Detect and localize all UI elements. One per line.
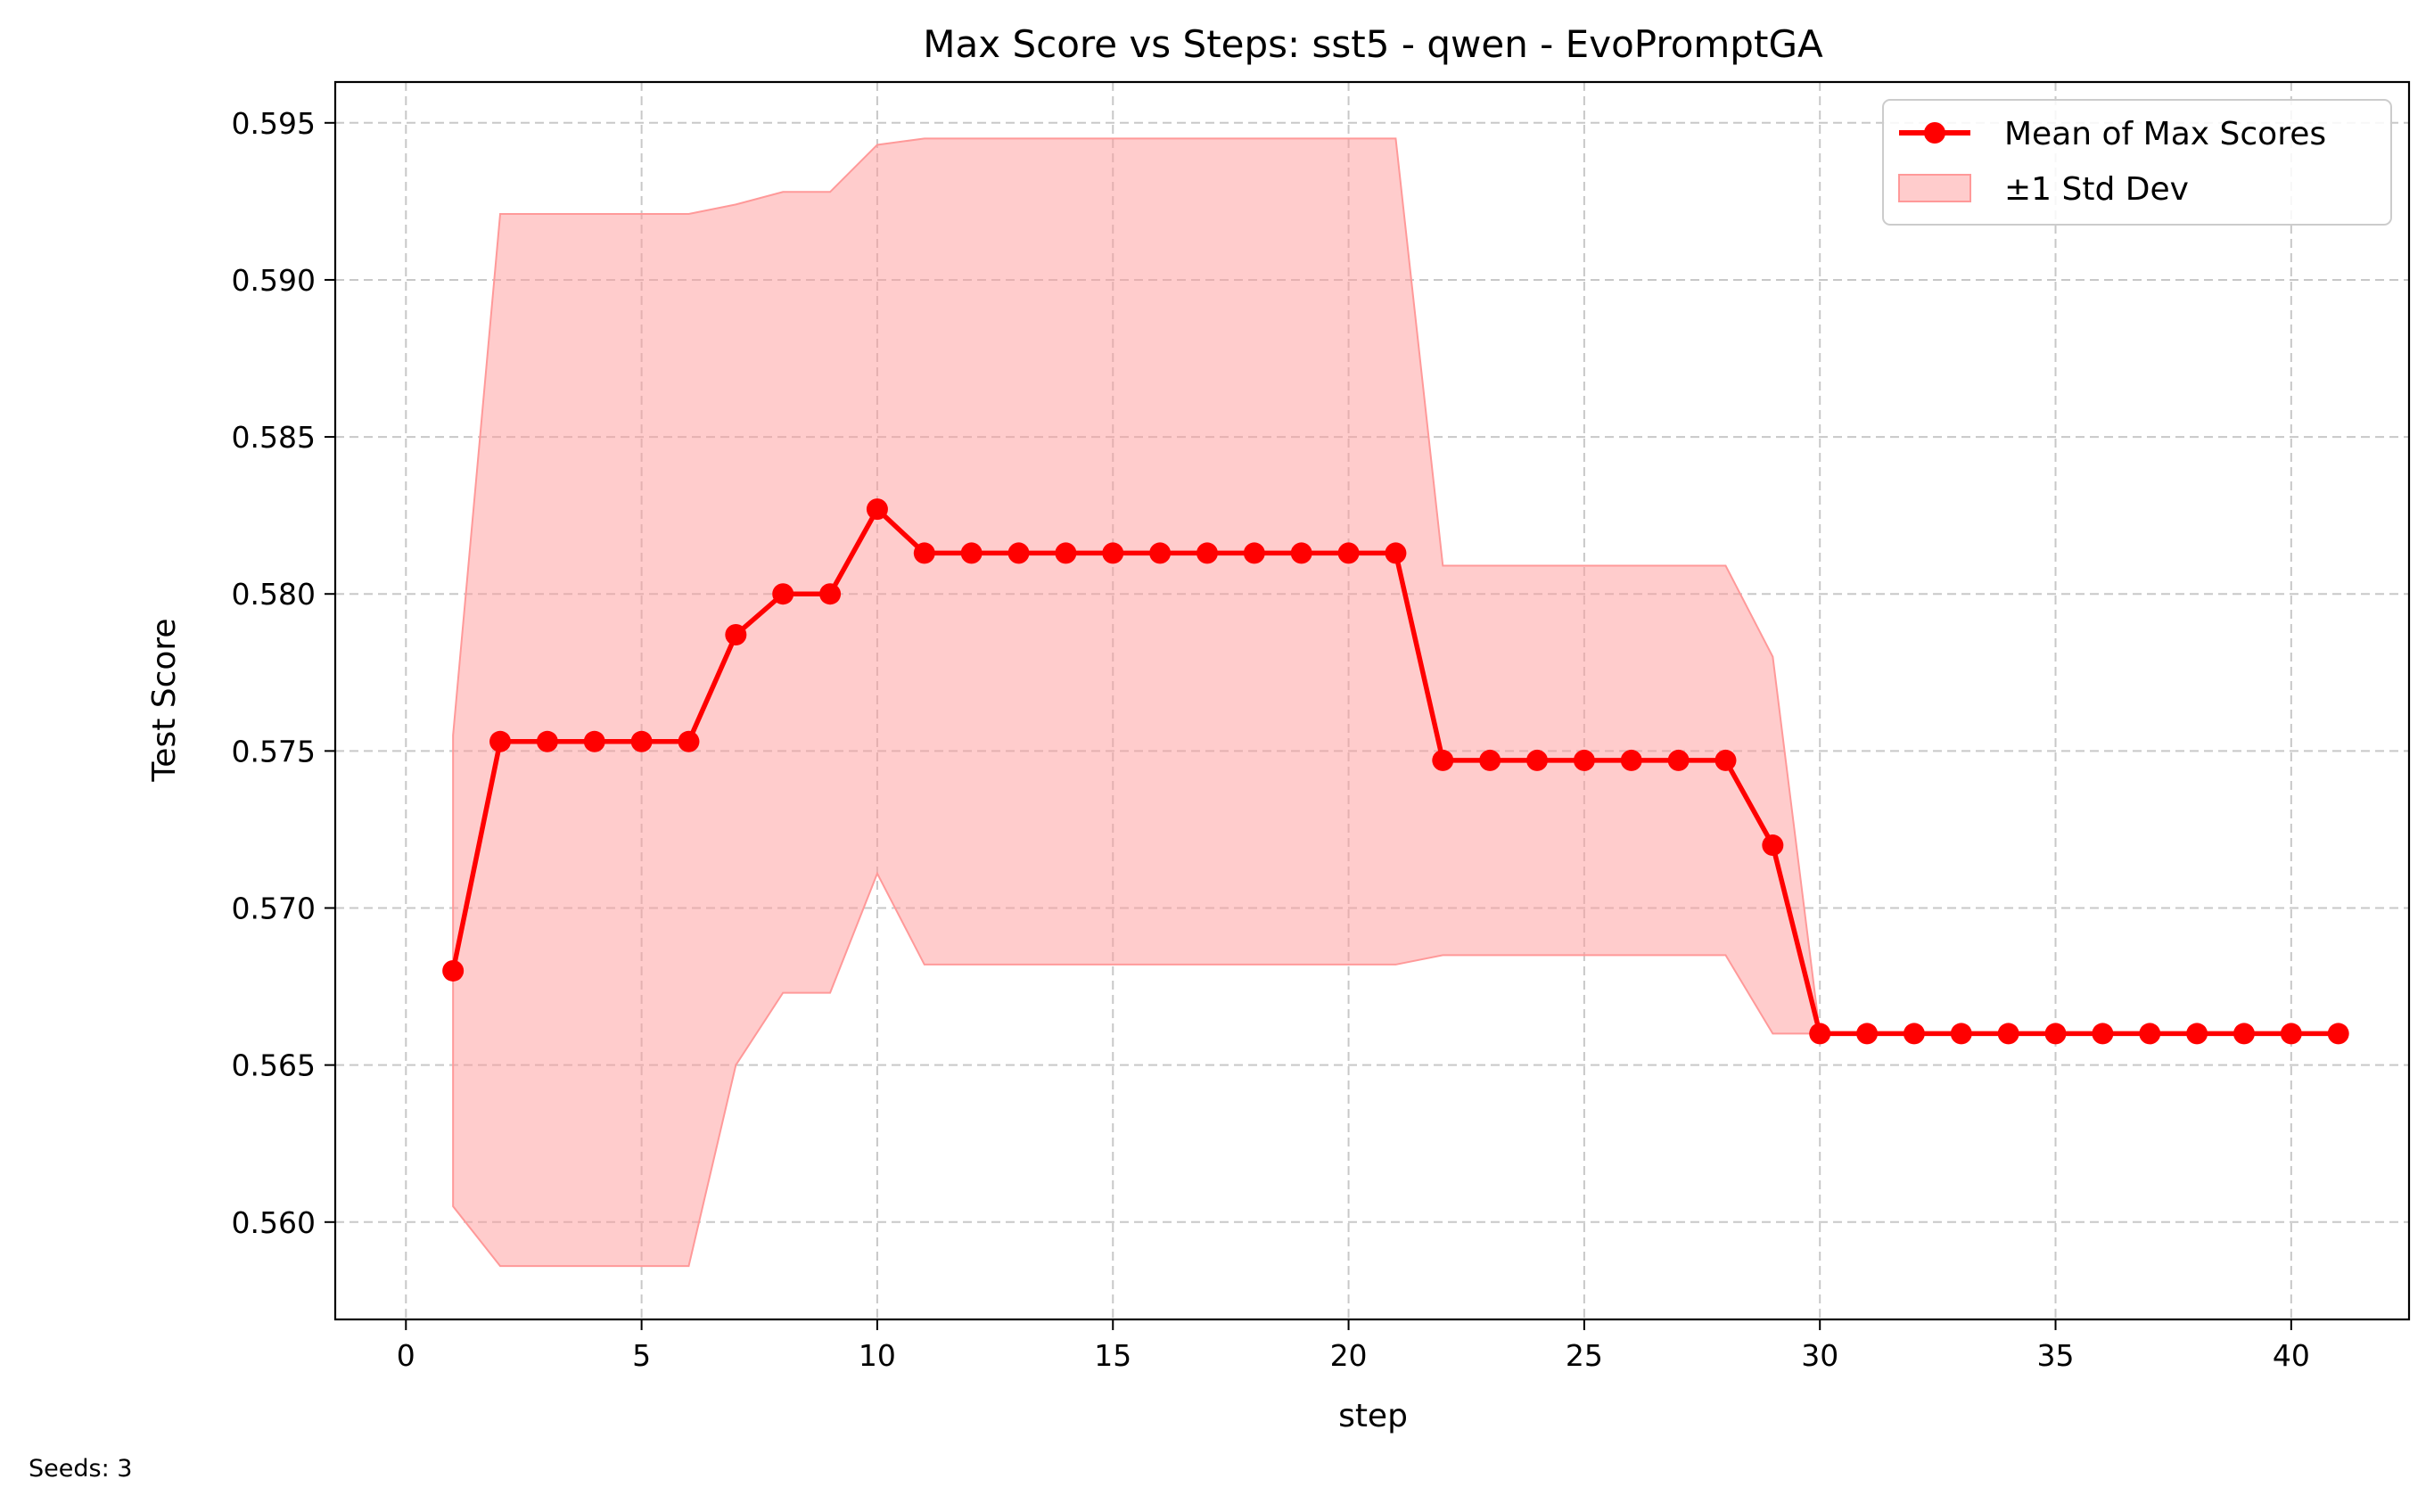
- y-axis-ticks: 0.560 0.565 0.570 0.575 0.580 0.585 0.590 0.595: [232, 106, 335, 1240]
- mean-data-point: [1856, 1023, 1879, 1045]
- mean-data-point: [1809, 1023, 1831, 1045]
- x-tick-label: 15: [1094, 1338, 1131, 1373]
- x-tick-label: 40: [2273, 1338, 2310, 1373]
- mean-data-point: [1385, 542, 1407, 564]
- y-tick-label: 0.595: [232, 106, 316, 141]
- mean-data-point: [1290, 542, 1312, 564]
- mean-data-point: [1337, 542, 1360, 564]
- x-axis-label: step: [1338, 1398, 1408, 1434]
- mean-data-point: [960, 542, 983, 564]
- mean-data-point: [725, 624, 747, 646]
- mean-data-point: [1149, 542, 1172, 564]
- mean-data-point: [1007, 542, 1030, 564]
- mean-data-point: [1620, 749, 1642, 771]
- mean-data-point: [1196, 542, 1218, 564]
- mean-data-point: [1997, 1023, 2019, 1045]
- x-tick-label: 25: [1566, 1338, 1603, 1373]
- mean-data-point: [2044, 1023, 2067, 1045]
- mean-data-point: [1055, 542, 1077, 564]
- x-tick-label: 30: [1801, 1338, 1838, 1373]
- legend: Mean of Max Scores ±1 Std Dev: [1882, 99, 2392, 226]
- chart-title: Max Score vs Steps: sst5 - qwen - EvoPro…: [923, 22, 1823, 66]
- legend-label-std: ±1 Std Dev: [2004, 171, 2189, 208]
- mean-data-point: [1903, 1023, 1925, 1045]
- mean-data-point: [866, 498, 888, 521]
- mean-data-point: [1762, 834, 1784, 857]
- mean-data-point: [2327, 1023, 2349, 1045]
- x-tick-label: 20: [1330, 1338, 1368, 1373]
- mean-data-point: [1526, 749, 1549, 771]
- mean-data-point: [2280, 1023, 2302, 1045]
- plot-frame: [333, 80, 2411, 1321]
- mean-data-point: [913, 542, 935, 564]
- x-tick-label: 5: [632, 1338, 651, 1373]
- mean-data-point: [489, 730, 512, 752]
- x-axis-ticks: 0 5 10 15 20 25 30 35 40: [397, 1319, 2310, 1373]
- mean-data-point: [2186, 1023, 2208, 1045]
- mean-data-point: [2139, 1023, 2161, 1045]
- mean-data-point: [442, 959, 465, 982]
- y-tick-label: 0.590: [232, 263, 316, 298]
- y-tick-label: 0.575: [232, 734, 316, 768]
- mean-data-point: [1102, 542, 1124, 564]
- mean-data-point: [678, 730, 700, 752]
- y-axis-label: Test Score: [146, 618, 183, 782]
- y-tick-label: 0.570: [232, 892, 316, 926]
- legend-box: [1882, 99, 2392, 226]
- mean-data-point: [583, 730, 605, 752]
- mean-data-point: [1667, 749, 1690, 771]
- y-tick-label: 0.560: [232, 1205, 316, 1240]
- mean-data-point: [1714, 749, 1737, 771]
- mean-data-point: [819, 583, 842, 605]
- mean-data-point: [1432, 749, 1454, 771]
- series-points-layer: [442, 498, 2349, 1045]
- mean-data-point: [1573, 749, 1595, 771]
- mean-data-point: [2092, 1023, 2114, 1045]
- mean-data-point: [1950, 1023, 1972, 1045]
- x-tick-label: 35: [2037, 1338, 2075, 1373]
- legend-band-swatch: [1898, 174, 1971, 202]
- y-tick-label: 0.585: [232, 420, 316, 455]
- x-tick-label: 0: [397, 1338, 415, 1373]
- legend-marker-swatch: [1924, 122, 1945, 144]
- seeds-footnote: Seeds: 3: [29, 1455, 132, 1483]
- mean-data-point: [772, 583, 794, 605]
- y-tick-label: 0.565: [232, 1048, 316, 1083]
- mean-data-point: [1243, 542, 1265, 564]
- mean-data-point: [536, 730, 558, 752]
- y-tick-label: 0.580: [232, 577, 316, 612]
- mean-data-point: [2233, 1023, 2255, 1045]
- x-tick-label: 10: [859, 1338, 896, 1373]
- mean-data-point: [630, 730, 653, 752]
- mean-data-point: [1479, 749, 1501, 771]
- legend-label-mean: Mean of Max Scores: [2004, 116, 2326, 152]
